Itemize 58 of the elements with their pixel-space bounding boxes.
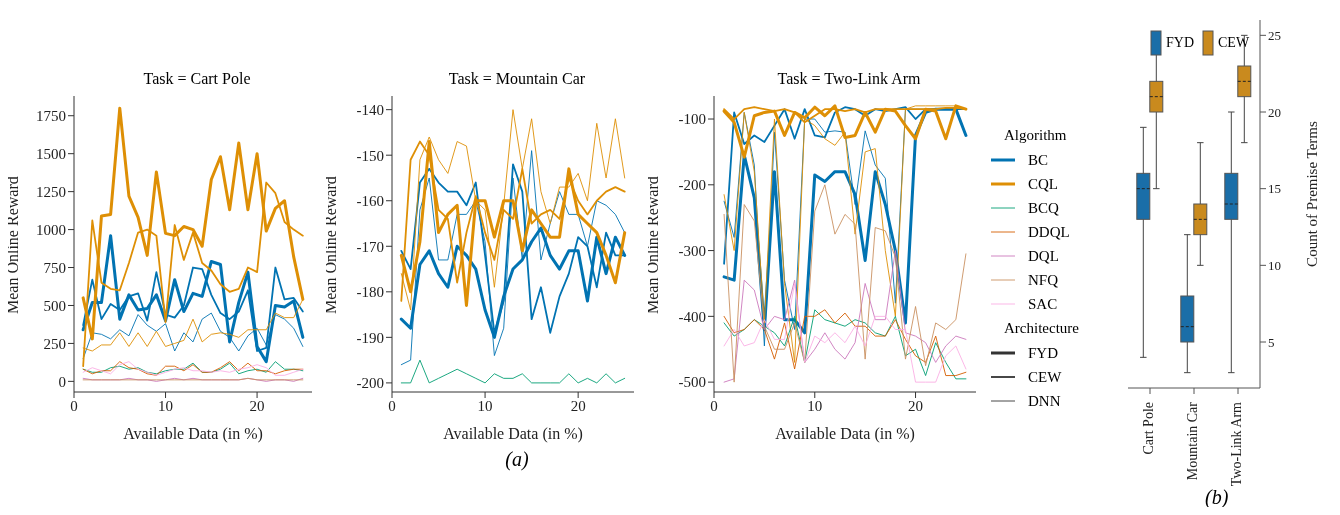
legend-label: SAC bbox=[1028, 295, 1058, 313]
y-axis-title: Count of Premise Terms bbox=[1304, 120, 1321, 267]
legend-label: FYD bbox=[1028, 344, 1059, 362]
legend-title: Algorithm bbox=[1004, 127, 1068, 144]
chart-title: Task = Two-Link Arm bbox=[776, 70, 922, 88]
y-tick-label: 250 bbox=[43, 335, 66, 352]
y-tick-label: -300 bbox=[678, 242, 706, 259]
chart-title: Task = Cart Pole bbox=[142, 70, 252, 88]
legend-label: DDQL bbox=[1028, 223, 1070, 241]
y-tick-label: 5 bbox=[1268, 334, 1275, 350]
y-tick-label: -180 bbox=[356, 284, 384, 301]
y-tick-label: -150 bbox=[356, 147, 384, 164]
text: (a) bbox=[504, 448, 530, 471]
x-axis-title: Available Data (in %) bbox=[123, 425, 263, 444]
text: Architecture bbox=[1004, 320, 1080, 337]
y-tick-label: -160 bbox=[356, 193, 384, 210]
x-tick-label: 0 bbox=[710, 397, 718, 414]
x-tick-label: 10 bbox=[477, 397, 493, 414]
legend-label: BC bbox=[1028, 151, 1049, 169]
y-tick-label: 500 bbox=[43, 297, 66, 314]
x-tick-label: Two-Link Arm bbox=[1229, 401, 1245, 487]
y-tick-label: 20 bbox=[1268, 104, 1281, 120]
x-tick-label: 10 bbox=[807, 397, 823, 414]
x-axis-title: Available Data (in %) bbox=[443, 425, 583, 444]
y-tick-label: 0 bbox=[58, 373, 66, 390]
y-tick-label: -140 bbox=[356, 101, 384, 118]
legend-label: DQL bbox=[1028, 247, 1059, 265]
y-tick-label: -200 bbox=[678, 177, 706, 194]
y-tick-label: 1000 bbox=[36, 221, 66, 238]
x-axis-title: Available Data (in %) bbox=[775, 425, 915, 444]
x-tick-label: 20 bbox=[570, 397, 586, 414]
y-tick-label: 25 bbox=[1268, 27, 1281, 43]
legend-label: BCQ bbox=[1028, 199, 1059, 217]
legend-label: NFQ bbox=[1028, 271, 1059, 289]
y-tick-label: 1750 bbox=[36, 108, 66, 125]
y-tick-label: -500 bbox=[678, 374, 706, 391]
x-tick-label: 20 bbox=[908, 397, 924, 414]
y-tick-label: -200 bbox=[356, 375, 384, 392]
x-tick-label: 10 bbox=[158, 397, 174, 414]
x-tick-label: 0 bbox=[70, 397, 78, 414]
y-tick-label: -170 bbox=[356, 238, 384, 255]
legend-label: DNN bbox=[1028, 392, 1061, 410]
y-tick-label: 10 bbox=[1268, 257, 1281, 273]
y-tick-label: 15 bbox=[1268, 181, 1281, 197]
y-tick-label: -100 bbox=[678, 111, 706, 128]
y-tick-label: 1500 bbox=[36, 146, 66, 163]
y-tick-label: -400 bbox=[678, 308, 706, 325]
legend-label: FYD bbox=[1166, 35, 1195, 51]
x-tick-label: Cart Pole bbox=[1141, 402, 1157, 455]
y-tick-label: 1250 bbox=[36, 183, 66, 200]
x-tick-label: 20 bbox=[249, 397, 265, 414]
x-tick-label: Mountain Car bbox=[1185, 401, 1201, 481]
x-tick-label: 0 bbox=[388, 397, 396, 414]
legend-label: CEW bbox=[1028, 368, 1062, 386]
chart-title: Task = Mountain Car bbox=[447, 70, 587, 88]
y-tick-label: 750 bbox=[43, 259, 66, 276]
y-tick-label: -190 bbox=[356, 329, 384, 346]
legend-label: CQL bbox=[1028, 175, 1058, 193]
